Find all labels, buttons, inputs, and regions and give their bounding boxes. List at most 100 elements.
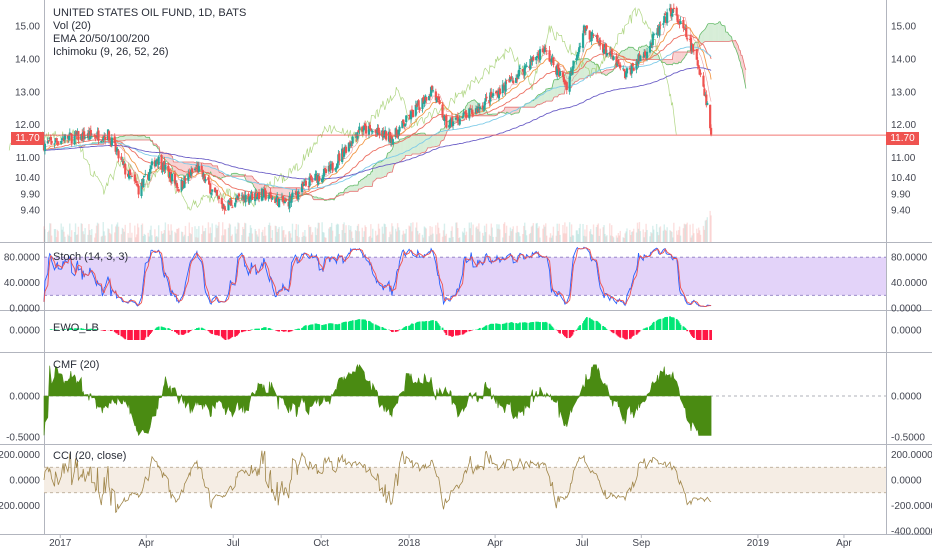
study-vol-label[interactable]: Vol (20) — [53, 20, 91, 32]
volume-bar — [308, 224, 310, 242]
ichimoku-cloud-segment — [384, 158, 386, 177]
ewo-bar — [443, 330, 446, 332]
volume-bar — [116, 222, 119, 242]
ewo-bar — [456, 330, 459, 336]
ichimoku-cloud-segment — [209, 163, 211, 174]
volume-bar — [198, 226, 200, 242]
ichimoku-cloud-segment — [718, 21, 720, 42]
candle-body — [207, 177, 210, 181]
cmf-y-tick-left: -0.5000 — [6, 433, 40, 444]
volume-bar — [649, 236, 651, 242]
ewo-bar — [632, 330, 635, 336]
volume-bar — [170, 224, 172, 242]
volume-bar — [585, 236, 587, 242]
candle-body — [579, 46, 582, 48]
volume-bar — [93, 237, 96, 242]
ewo-bar — [80, 328, 83, 330]
volume-bar — [180, 231, 183, 242]
candle-body — [122, 161, 125, 165]
ewo-bar — [604, 327, 606, 330]
volume-bar — [61, 229, 63, 242]
candle-body — [429, 87, 433, 97]
ewo-bar — [330, 323, 333, 330]
ewo-bar — [649, 325, 652, 330]
candle-body — [220, 198, 223, 205]
ichimoku-cloud-segment — [548, 88, 551, 102]
volume-bar — [697, 233, 699, 242]
ewo-bar — [678, 323, 681, 330]
volume-bar — [148, 236, 150, 242]
stoch-label[interactable]: Stoch (14, 3, 3) — [53, 251, 129, 263]
volume-bar — [488, 234, 491, 242]
volume-bar — [83, 234, 85, 242]
candle — [318, 173, 321, 183]
candle — [532, 54, 535, 62]
candle — [43, 140, 47, 155]
ewo-bar — [462, 330, 465, 335]
cci-label[interactable]: CCI (20, close) — [53, 450, 127, 462]
candle-body — [349, 142, 352, 147]
volume-bar — [298, 237, 300, 242]
volume-bar — [243, 229, 245, 242]
volume-bar — [97, 223, 100, 242]
candle — [510, 72, 513, 81]
candle-body — [706, 102, 709, 105]
candle-body — [322, 168, 326, 177]
ewo-label[interactable]: EWO_LB — [53, 322, 99, 334]
candle-body — [143, 176, 146, 178]
candle — [173, 170, 177, 186]
ewo-bar — [595, 320, 598, 330]
candle-body — [438, 100, 441, 104]
candle-body — [137, 185, 140, 195]
candle-body — [362, 130, 365, 132]
volume-bar — [317, 222, 319, 242]
volume-bar — [682, 228, 685, 242]
ichimoku-cloud-segment — [608, 69, 612, 74]
candle-body — [577, 52, 580, 57]
ewo-bar — [188, 330, 191, 332]
volume-bar — [171, 230, 173, 242]
volume-bar — [309, 226, 312, 242]
ewo-bar — [103, 330, 106, 331]
ichimoku-cloud-segment — [233, 173, 237, 177]
volume-bar — [383, 223, 385, 242]
ichimoku-cloud-segment — [437, 132, 439, 147]
volume-bar — [395, 231, 398, 242]
volume-bar — [211, 223, 213, 242]
candle — [585, 25, 588, 31]
study-ema-label[interactable]: EMA 20/50/100/200 — [53, 33, 150, 45]
volume-bar — [577, 234, 579, 242]
volume-bar — [251, 233, 254, 242]
candle — [652, 32, 655, 39]
candle — [709, 104, 712, 131]
symbol-title[interactable]: UNITED STATES OIL FUND, 1D, BATS — [53, 7, 247, 19]
volume-bar — [515, 232, 517, 242]
ewo-bar — [236, 330, 238, 336]
ichimoku-cloud-segment — [146, 137, 150, 141]
ichimoku-cloud-segment — [678, 51, 680, 63]
ewo-bar — [611, 330, 614, 333]
volume-bar — [531, 225, 534, 242]
volume-bar — [461, 231, 464, 242]
ewo-bar — [543, 322, 546, 330]
volume-bar — [76, 234, 79, 242]
candle-body — [102, 138, 105, 141]
ewo-bar — [335, 324, 338, 330]
ewo-bar — [183, 330, 186, 334]
candle — [177, 188, 180, 193]
candle-body — [675, 7, 678, 16]
ewo-bar — [436, 323, 439, 330]
ichimoku-cloud-segment — [170, 154, 172, 167]
volume-bar — [532, 223, 535, 242]
ewo-bar — [200, 327, 203, 330]
ewo-bar — [248, 330, 251, 331]
study-ichimoku-label[interactable]: Ichimoku (9, 26, 52, 26) — [53, 46, 169, 58]
x-tick-label: Apr — [138, 538, 154, 549]
cmf-label[interactable]: CMF (20) — [53, 359, 100, 371]
candle-body — [562, 76, 566, 83]
ewo-bar — [532, 322, 535, 330]
volume-bar — [230, 236, 233, 242]
candle-body — [395, 129, 398, 135]
ichimoku-cloud-segment — [701, 29, 705, 45]
